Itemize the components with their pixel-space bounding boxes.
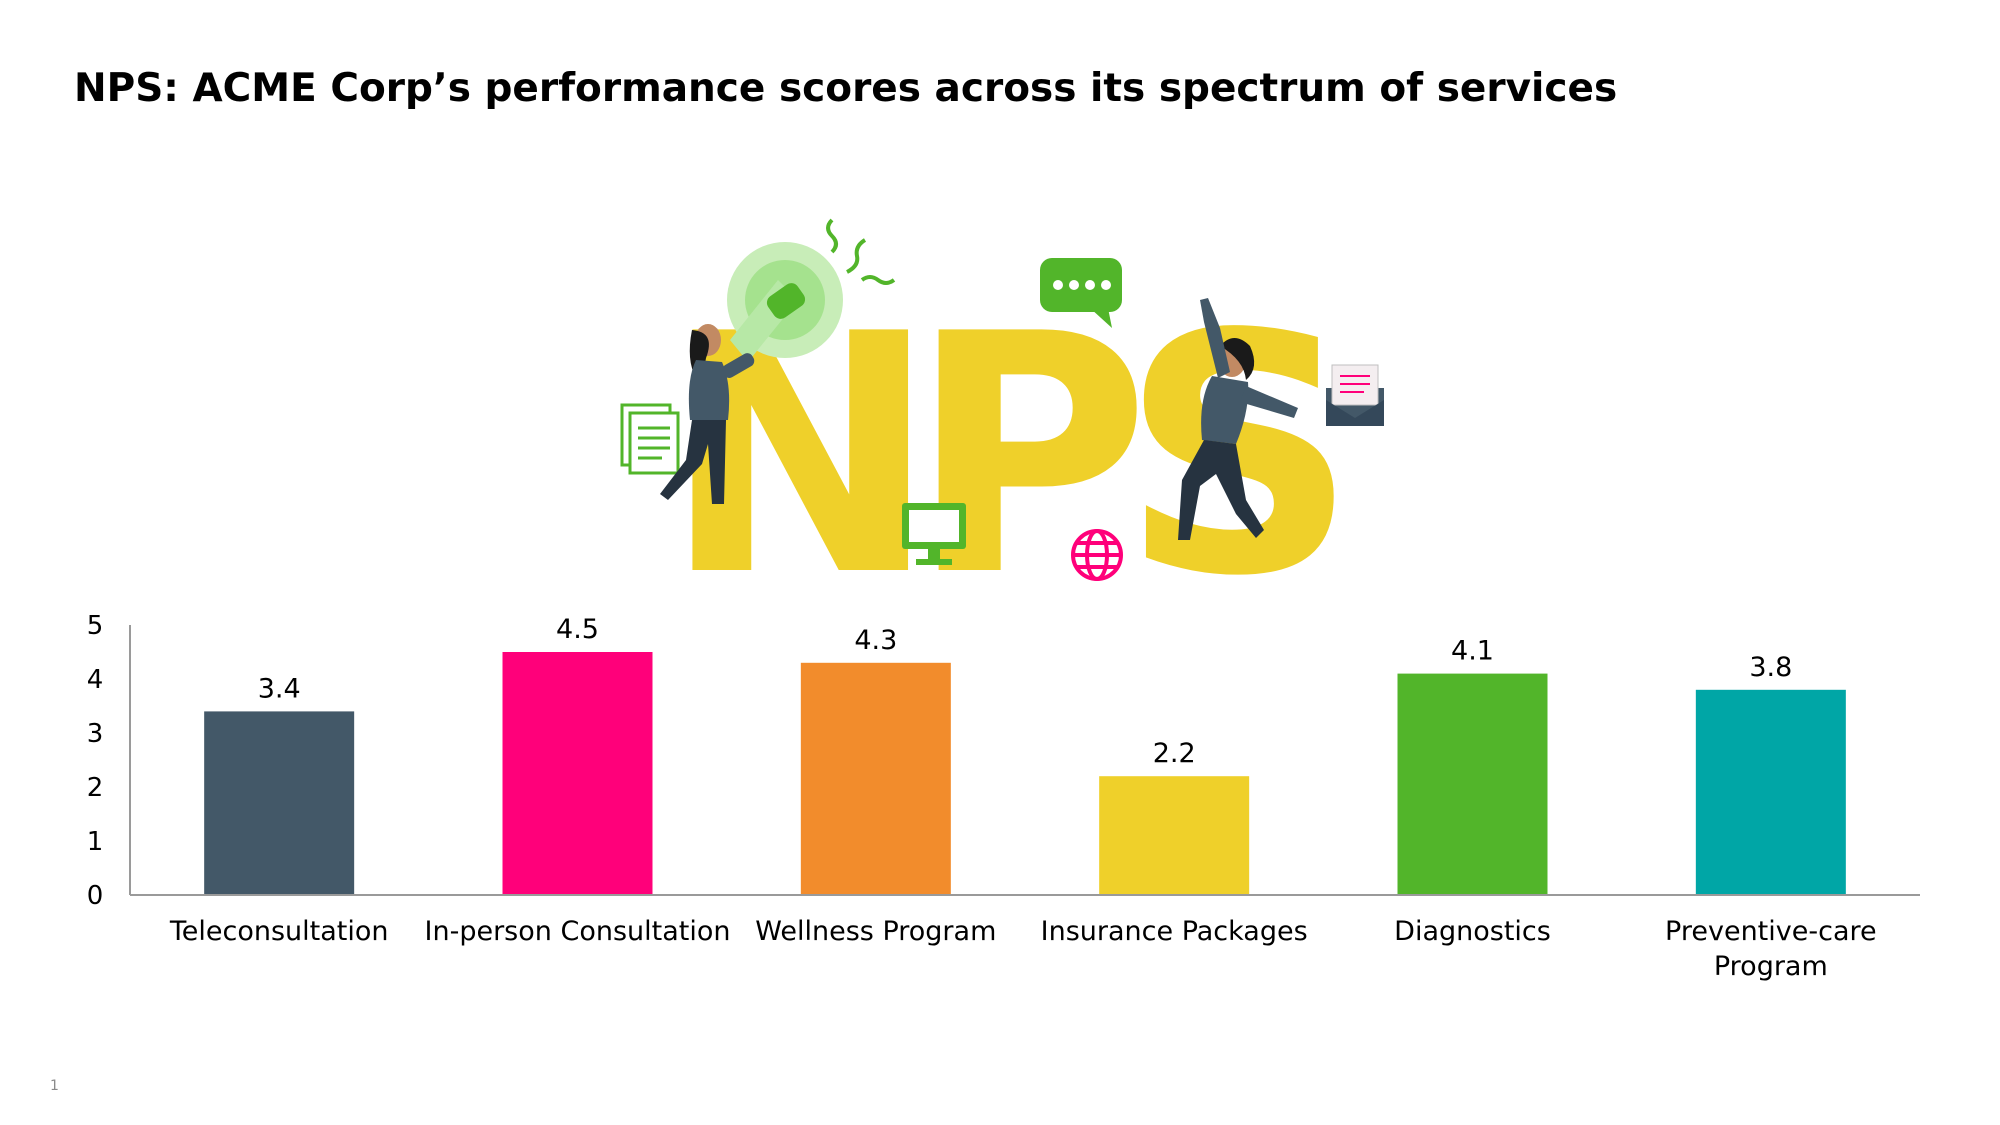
data-label: 4.3	[854, 625, 897, 656]
sound-wave-icon	[826, 218, 896, 285]
document-icon	[620, 403, 680, 475]
x-tick-label: Teleconsultation	[169, 916, 389, 947]
globe-icon	[1071, 529, 1123, 581]
nps-illustration: NPS	[620, 218, 1384, 600]
x-tick-label: Insurance Packages	[1041, 916, 1308, 947]
slide-title: NPS: ACME Corp’s performance scores acro…	[74, 66, 1618, 111]
data-label: 4.1	[1451, 636, 1494, 667]
person-right	[1178, 298, 1298, 540]
megaphone-icon	[727, 242, 843, 362]
bar	[1695, 689, 1846, 895]
slide-number: 1	[50, 1078, 59, 1094]
bar	[800, 662, 951, 895]
envelope-icon	[1326, 364, 1384, 426]
y-tick-label: 0	[87, 881, 104, 911]
x-tick-label: Diagnostics	[1394, 916, 1551, 947]
bar	[1397, 673, 1548, 895]
data-label: 2.2	[1153, 738, 1196, 769]
x-tick-label: Wellness Program	[755, 916, 996, 947]
y-tick-label: 4	[87, 665, 104, 695]
data-label: 3.4	[258, 673, 301, 704]
y-tick-label: 1	[87, 827, 104, 857]
bar	[502, 652, 653, 895]
x-axis: Teleconsultation In-person Consultation We…	[130, 894, 1920, 982]
bar	[204, 711, 355, 895]
monitor-icon	[902, 503, 966, 565]
data-label: 3.8	[1749, 652, 1792, 683]
y-axis: 0 1 2 3 4 5	[87, 611, 131, 911]
y-tick-label: 2	[87, 773, 104, 803]
bars: 3.4 4.5 4.3 2.2 4.1 3.8	[204, 614, 1846, 895]
x-tick-label: Preventive-care Program	[1665, 916, 1877, 982]
y-tick-label: 3	[87, 719, 104, 749]
data-label: 4.5	[556, 614, 599, 645]
chat-bubble-icon	[1040, 258, 1122, 328]
x-tick-label: In-person Consultation	[425, 916, 731, 947]
y-tick-label: 5	[87, 611, 104, 641]
bar	[1099, 776, 1250, 895]
person-left	[660, 324, 755, 504]
